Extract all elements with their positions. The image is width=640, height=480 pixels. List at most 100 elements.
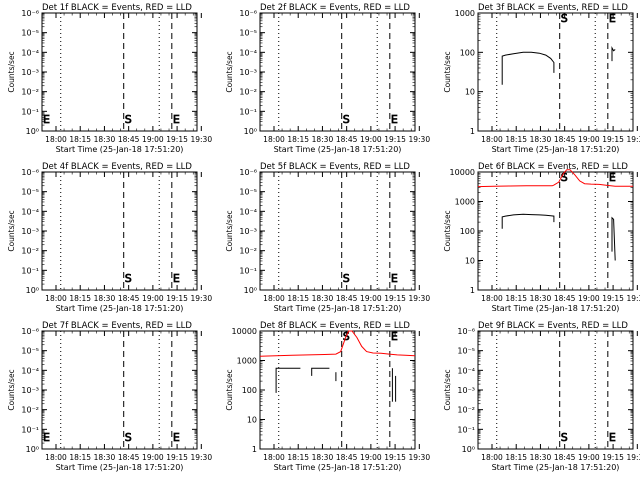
detector-panel: Det 6f BLACK = Events, RED = LLD 1 10 100 10… [443,162,640,313]
x-tick-label: 19:30 [190,453,212,462]
x-tick-label: 18:00 [45,294,67,303]
x-axis-label: Start Time (25-Jan-18 17:51:20) [492,304,620,313]
x-axis-label: Start Time (25-Jan-18 17:51:20) [56,304,184,313]
x-tick-label: 18:30 [530,135,552,144]
y-tick-label: 10⁻¹ [457,425,475,434]
chart-title: Det 9f BLACK = Events, RED = LLD [478,321,628,331]
x-tick-label: 19:30 [626,294,640,303]
x-tick-label: 19:30 [626,453,640,462]
x-tick-label: 19:00 [142,453,164,462]
event-marker-label: E [173,431,180,444]
x-tick-label: 18:45 [336,135,358,144]
chart-title: Det 1f BLACK = Events, RED = LLD [42,3,192,13]
event-marker-label: E [43,431,50,444]
event-marker-label: E [391,113,398,126]
x-tick-label: 18:00 [481,135,503,144]
x-tick-label: 19:30 [408,294,430,303]
x-axis-label: Start Time (25-Jan-18 17:51:20) [492,463,620,472]
x-tick-label: 19:30 [626,135,640,144]
x-tick-label: 19:00 [142,294,164,303]
event-marker-label: S [125,431,132,444]
x-axis-label: Start Time (25-Jan-18 17:51:20) [274,304,402,313]
x-tick-label: 19:00 [360,294,382,303]
y-axis-label: Counts/sec [7,210,16,251]
y-tick-label: 10⁻² [457,406,475,415]
y-tick-label: 10⁻⁶ [457,327,475,336]
x-tick-label: 18:15 [69,294,91,303]
chart-title: Det 4f BLACK = Events, RED = LLD [42,162,192,172]
chart-title: Det 7f BLACK = Events, RED = LLD [42,321,192,331]
x-axis-label: Start Time (25-Jan-18 17:51:20) [492,145,620,154]
y-tick-label: 10⁻⁴ [21,366,39,375]
y-tick-label: 10⁻⁴ [457,366,475,375]
event-marker-label: S [343,113,350,126]
event-marker-label: S [561,12,568,25]
y-tick-label: 10⁰ [462,445,475,454]
event-marker-label: E [43,113,50,126]
chart-title: Det 3f BLACK = Events, RED = LLD [478,3,628,13]
x-tick-label: 18:30 [312,294,334,303]
lld-series-line [477,169,633,188]
x-axis-label: Start Time (25-Jan-18 17:51:20) [274,463,402,472]
x-tick-label: 19:00 [578,453,600,462]
x-tick-label: 18:15 [287,135,309,144]
events-series-line [501,51,555,85]
y-axis-label: Counts/sec [443,369,452,410]
y-tick-label: 1000 [455,9,475,18]
event-marker-label: E [609,431,616,444]
event-marker-label: E [173,113,180,126]
chart-title: Det 6f BLACK = Events, RED = LLD [478,162,628,172]
x-tick-label: 19:15 [384,135,406,144]
y-tick-label: 10⁰ [26,127,39,136]
x-tick-label: 19:15 [602,453,624,462]
y-tick-label: 1 [470,127,475,136]
y-axis-label: Counts/sec [225,210,234,251]
y-tick-label: 10⁻⁵ [239,29,257,38]
detector-panel: Det 8f BLACK = Events, RED = LLD 1 10 100 10… [225,321,430,472]
x-tick-label: 18:00 [481,453,503,462]
y-tick-label: 10⁻¹ [21,425,39,434]
x-tick-label: 18:00 [45,135,67,144]
events-series-line [311,367,330,376]
y-tick-label: 10⁻² [239,88,257,97]
y-tick-label: 10 [247,416,257,425]
event-marker-label: E [173,272,180,285]
x-tick-label: 18:00 [481,294,503,303]
detector-panel: Det 4f BLACK = Events, RED = LLD 10⁰ 10⁻¹ 1… [7,162,212,313]
x-tick-label: 19:15 [166,453,188,462]
y-tick-label: 10⁻³ [239,68,257,77]
x-tick-label: 19:15 [166,135,188,144]
x-axis-label: Start Time (25-Jan-18 17:51:20) [56,463,184,472]
detector-panel: Det 2f BLACK = Events, RED = LLD 10⁰ 10⁻¹ 1… [225,3,430,154]
y-tick-label: 10⁻³ [21,227,39,236]
chart-title: Det 5f BLACK = Events, RED = LLD [260,162,410,172]
events-series-line [275,367,301,393]
event-marker-label: S [561,171,568,184]
x-tick-label: 19:30 [408,135,430,144]
y-tick-label: 10⁻⁴ [21,48,39,57]
y-axis-label: Counts/sec [7,369,16,410]
detector-panel: Det 3f BLACK = Events, RED = LLD 1 10 100 10… [443,3,640,154]
y-tick-label: 10⁻⁵ [21,347,39,356]
y-tick-label: 10⁻⁴ [239,48,257,57]
x-tick-label: 19:30 [408,453,430,462]
x-tick-label: 18:30 [312,135,334,144]
x-tick-label: 18:00 [263,135,285,144]
y-tick-label: 100 [460,227,475,236]
y-tick-label: 10⁻⁵ [21,29,39,38]
x-tick-label: 18:15 [505,453,527,462]
x-tick-label: 18:30 [94,135,116,144]
y-tick-label: 10⁻¹ [21,266,39,275]
y-tick-label: 10⁻¹ [21,107,39,116]
event-marker-label: E [609,12,616,25]
x-tick-label: 18:45 [554,453,576,462]
y-tick-label: 10⁻² [21,406,39,415]
y-tick-label: 10⁻⁶ [239,168,257,177]
x-axis-label: Start Time (25-Jan-18 17:51:20) [56,145,184,154]
y-tick-label: 10⁻³ [21,386,39,395]
y-tick-label: 10⁻⁵ [457,347,475,356]
events-series-line [611,216,616,261]
y-axis-label: Counts/sec [7,51,16,92]
detector-panel: Det 1f BLACK = Events, RED = LLD 10⁰ 10⁻¹ 1… [7,3,212,154]
